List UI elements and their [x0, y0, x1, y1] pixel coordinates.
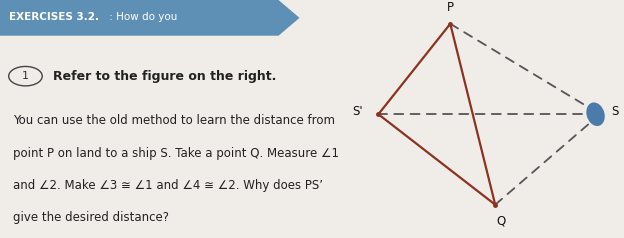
Text: S: S: [612, 105, 619, 118]
Text: and ∠2. Make ∠3 ≅ ∠1 and ∠4 ≅ ∠2. Why does PS’: and ∠2. Make ∠3 ≅ ∠1 and ∠4 ≅ ∠2. Why do…: [13, 179, 323, 192]
Text: EXERCISES 3.2.: EXERCISES 3.2.: [9, 12, 99, 22]
Text: S': S': [352, 105, 363, 118]
Text: 1: 1: [22, 71, 29, 81]
Text: : How do you: : How do you: [106, 12, 178, 22]
Text: P: P: [447, 1, 454, 14]
Text: point P on land to a ship S. Take a point Q. Measure ∠1: point P on land to a ship S. Take a poin…: [13, 147, 339, 159]
Polygon shape: [0, 0, 300, 36]
Text: give the desired distance?: give the desired distance?: [13, 211, 169, 224]
Text: You can use the old method to learn the distance from: You can use the old method to learn the …: [13, 114, 335, 127]
Text: Refer to the figure on the right.: Refer to the figure on the right.: [54, 70, 277, 83]
Ellipse shape: [587, 102, 605, 126]
Text: Q: Q: [497, 215, 506, 228]
